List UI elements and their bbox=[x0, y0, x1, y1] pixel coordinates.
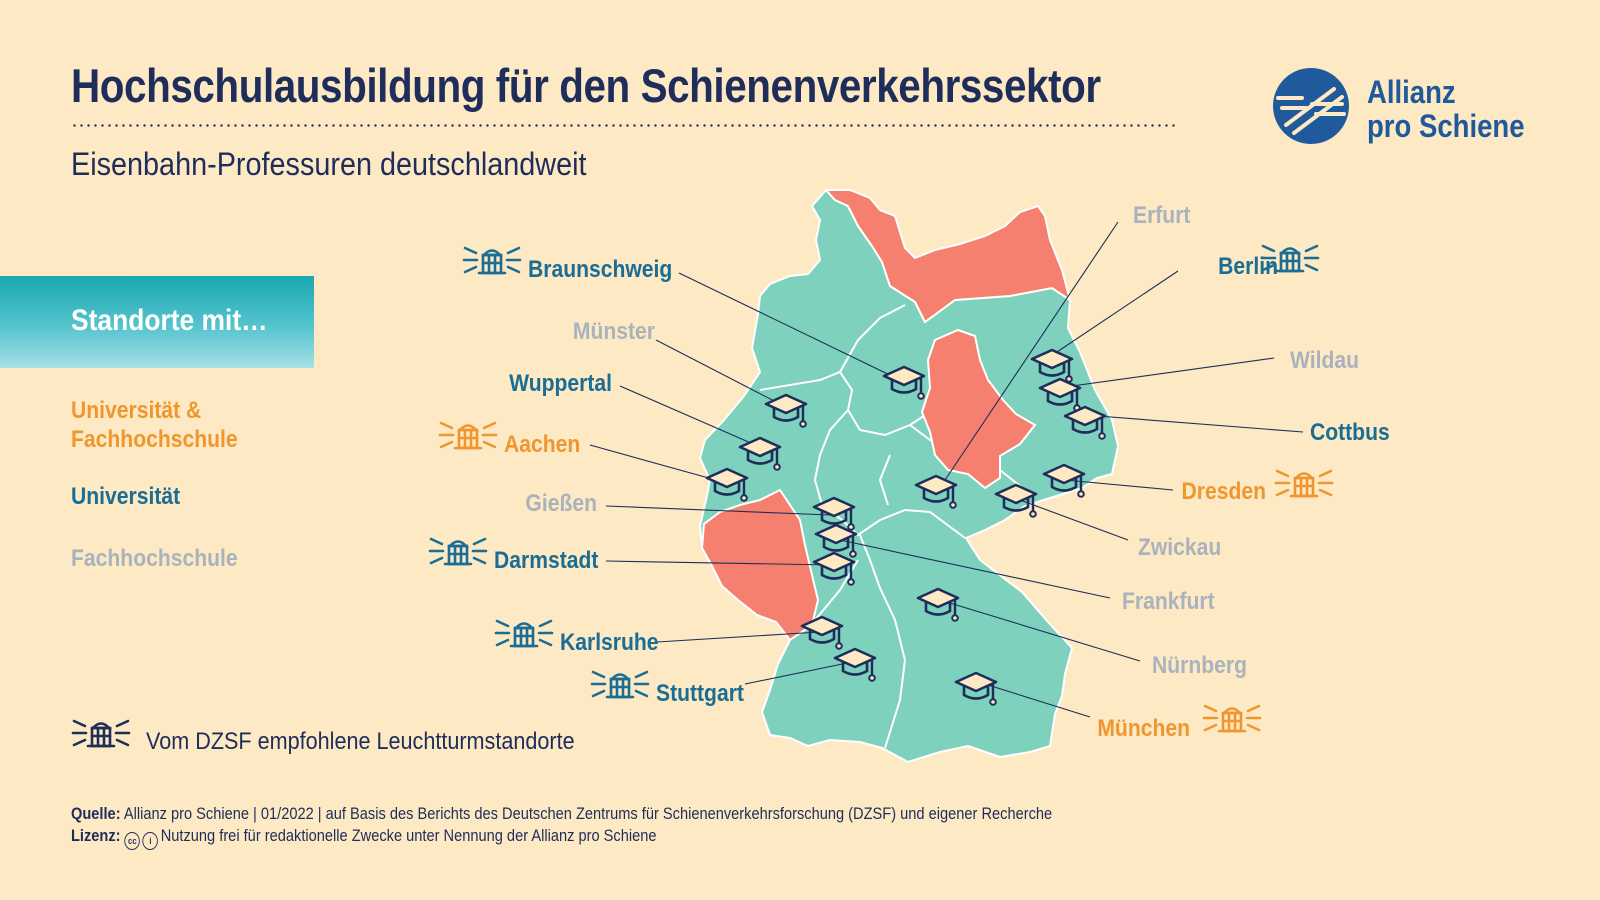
legend-heading-box: Standorte mit… bbox=[0, 276, 314, 368]
allianz-logo-text: Allianz pro Schiene bbox=[1367, 74, 1525, 144]
legend-fh: Fachhochschule bbox=[71, 545, 238, 572]
city-label-giessen: Gießen bbox=[525, 490, 597, 517]
lighthouse-stuttgart-icon bbox=[590, 670, 650, 699]
city-label-karlsruhe: Karlsruhe bbox=[560, 629, 659, 656]
city-label-braunschweig: Braunschweig bbox=[528, 256, 672, 283]
page-title: Hochschulausbildung für den Schienenverk… bbox=[71, 59, 1101, 112]
city-label-wuppertal: Wuppertal bbox=[509, 370, 612, 397]
by-icon: i bbox=[142, 832, 159, 850]
lighthouse-berlin-icon bbox=[1260, 244, 1320, 273]
source-line: Quelle: Allianz pro Schiene | 01/2022 | … bbox=[71, 804, 1053, 823]
lighthouse-muenchen-icon bbox=[1202, 704, 1262, 733]
lighthouse-karlsruhe-icon bbox=[494, 619, 554, 648]
city-label-muenchen: München bbox=[1097, 715, 1190, 742]
page-subtitle: Eisenbahn-Professuren deutschlandweit bbox=[71, 146, 587, 182]
city-label-nuernberg: Nürnberg bbox=[1152, 652, 1247, 679]
title-divider bbox=[71, 124, 1179, 127]
lighthouse-darmstadt-icon bbox=[428, 537, 488, 566]
lighthouse-dresden-icon bbox=[1274, 469, 1334, 498]
lighthouse-braunschweig-icon bbox=[462, 246, 522, 275]
allianz-logo-icon bbox=[1273, 68, 1349, 144]
city-label-stuttgart: Stuttgart bbox=[656, 680, 744, 707]
lighthouse-legend-icon bbox=[71, 719, 131, 748]
cc-icon: cc bbox=[124, 832, 141, 850]
legend-both: Universität & Fachhochschule bbox=[71, 397, 238, 453]
lighthouse-legend-label: Vom DZSF empfohlene Leuchtturmstandorte bbox=[146, 728, 575, 755]
city-label-muenster: Münster bbox=[573, 318, 655, 345]
legend-heading: Standorte mit… bbox=[71, 304, 268, 337]
region-schleswig-holstein-mv bbox=[823, 189, 1072, 324]
region-sachsen-anhalt bbox=[920, 328, 1037, 490]
legend-uni: Universität bbox=[71, 483, 181, 510]
city-label-erfurt: Erfurt bbox=[1133, 202, 1191, 229]
city-label-wildau: Wildau bbox=[1290, 347, 1359, 374]
city-label-dresden: Dresden bbox=[1182, 478, 1266, 505]
city-label-frankfurt: Frankfurt bbox=[1122, 588, 1215, 615]
city-label-darmstadt: Darmstadt bbox=[494, 547, 599, 574]
region-rheinland-pfalz bbox=[700, 488, 820, 642]
city-label-aachen: Aachen bbox=[504, 431, 580, 458]
city-label-zwickau: Zwickau bbox=[1138, 534, 1221, 561]
lighthouse-aachen-icon bbox=[438, 421, 498, 450]
city-label-cottbus: Cottbus bbox=[1310, 419, 1390, 446]
license-line: Lizenz: cc i Nutzung frei für redaktionell… bbox=[71, 826, 656, 850]
